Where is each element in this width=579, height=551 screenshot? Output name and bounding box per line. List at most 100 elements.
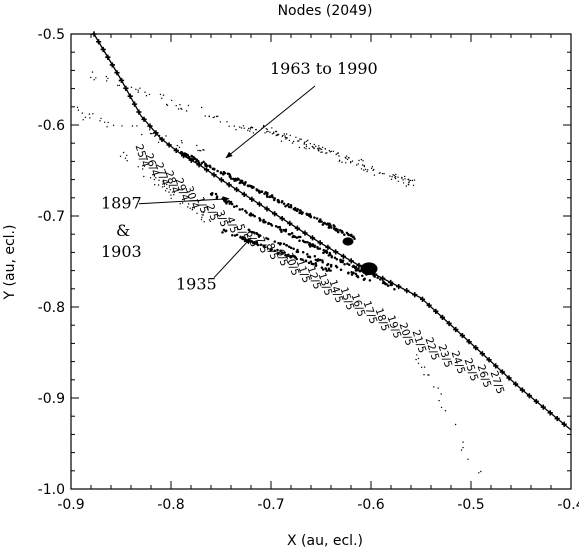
node-point	[157, 141, 160, 144]
orbit-marker	[561, 421, 567, 427]
x-axis-label: X (au, ecl.)	[287, 533, 363, 549]
node-point	[201, 214, 203, 216]
node-point	[444, 410, 447, 412]
node-point	[309, 215, 313, 218]
node-point	[275, 134, 277, 137]
orbit-marker	[486, 357, 492, 363]
orbit-marker	[294, 225, 300, 231]
orbit-marker	[127, 93, 133, 99]
node-point	[383, 282, 387, 285]
node-point	[315, 145, 317, 147]
node-point	[243, 182, 247, 185]
node-point	[239, 126, 241, 128]
node-point	[393, 174, 395, 177]
orbit-marker	[547, 410, 553, 416]
node-point	[283, 251, 286, 254]
node-point	[311, 243, 315, 246]
node-point	[92, 113, 94, 115]
node-point	[321, 260, 324, 264]
node-point	[235, 129, 237, 131]
node-point	[315, 259, 319, 262]
node-point	[199, 149, 201, 152]
node-point	[253, 215, 256, 218]
node-point	[389, 175, 391, 177]
node-point	[329, 263, 333, 267]
node-point	[330, 226, 333, 229]
node-point	[276, 225, 280, 229]
node-point	[233, 125, 235, 127]
node-point	[333, 225, 336, 228]
node-point	[306, 255, 310, 259]
node-point	[356, 274, 359, 278]
node-point	[345, 231, 349, 235]
node-point	[288, 139, 291, 142]
date-label: 5/5	[234, 222, 251, 242]
node-point	[251, 127, 253, 129]
node-point	[437, 387, 439, 389]
node-point	[273, 240, 277, 243]
node-point	[149, 129, 151, 131]
node-point	[250, 126, 252, 129]
node-point	[166, 183, 168, 186]
node-point	[440, 393, 442, 395]
node-point	[284, 135, 286, 137]
node-point	[124, 157, 127, 159]
node-point	[291, 142, 294, 144]
node-point	[344, 156, 346, 158]
orbit-marker	[218, 177, 225, 183]
node-point	[202, 149, 204, 151]
node-point	[338, 160, 340, 162]
node-point	[329, 269, 332, 272]
node-point	[295, 257, 298, 261]
node-point	[363, 169, 365, 171]
node-point	[284, 204, 287, 208]
node-point	[259, 243, 263, 246]
node-point	[462, 441, 464, 443]
node-point	[467, 458, 469, 460]
node-point	[326, 152, 328, 154]
node-point	[180, 140, 183, 142]
node-point	[212, 167, 215, 171]
node-point	[93, 79, 95, 81]
node-point	[407, 178, 409, 181]
node-point	[348, 157, 350, 159]
node-point	[301, 258, 304, 261]
node-point	[121, 125, 123, 127]
node-point	[204, 162, 207, 166]
node-point	[301, 211, 304, 214]
annotations: 1963 to 1990 1897 & 1903 1935	[101, 59, 378, 294]
orbit-marker	[141, 116, 147, 122]
node-point	[191, 208, 194, 210]
orbit-marker	[302, 230, 308, 236]
node-point	[141, 133, 143, 136]
node-point	[273, 249, 276, 252]
orbit-marker	[317, 240, 323, 246]
node-point	[335, 265, 339, 269]
node-point	[228, 125, 230, 128]
orbit-marker	[459, 332, 466, 339]
node-point	[329, 151, 331, 153]
node-point	[231, 234, 234, 237]
earth-orbit-track	[91, 31, 572, 431]
node-point	[324, 148, 326, 150]
node-point	[263, 192, 266, 195]
node-point	[408, 181, 410, 184]
node-point	[213, 116, 216, 118]
orbit-marker	[426, 302, 432, 308]
node-point	[266, 128, 268, 130]
node-point	[143, 175, 145, 178]
node-point	[290, 232, 294, 235]
node-point	[159, 93, 162, 96]
node-point	[255, 188, 259, 192]
node-point	[272, 198, 276, 202]
node-point	[163, 185, 165, 188]
orbit-marker	[241, 191, 247, 197]
node-point	[420, 366, 423, 368]
node-point	[316, 245, 319, 249]
node-point	[181, 142, 183, 144]
node-point	[284, 136, 287, 139]
node-point	[423, 366, 426, 368]
node-point	[90, 76, 92, 79]
orbit-marker	[348, 258, 354, 264]
